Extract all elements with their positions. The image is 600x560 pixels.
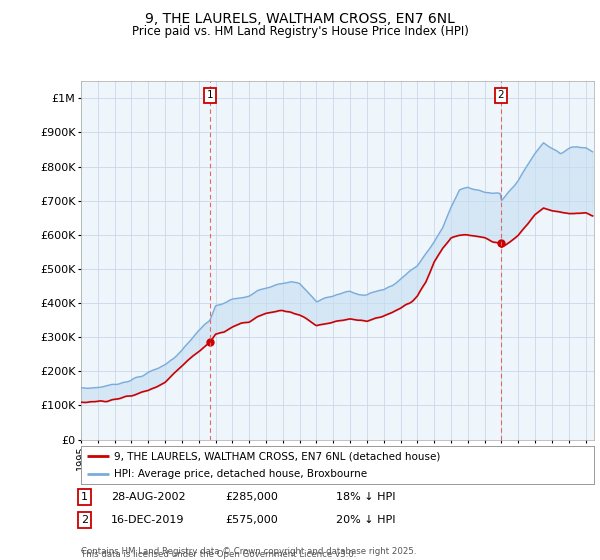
Text: 1: 1 xyxy=(81,492,88,502)
Text: £285,000: £285,000 xyxy=(225,492,278,502)
Text: 18% ↓ HPI: 18% ↓ HPI xyxy=(336,492,395,502)
Text: 9, THE LAURELS, WALTHAM CROSS, EN7 6NL: 9, THE LAURELS, WALTHAM CROSS, EN7 6NL xyxy=(145,12,455,26)
Text: 1: 1 xyxy=(206,90,213,100)
Text: 2: 2 xyxy=(497,90,504,100)
Text: This data is licensed under the Open Government Licence v3.0.: This data is licensed under the Open Gov… xyxy=(81,550,356,559)
Text: 20% ↓ HPI: 20% ↓ HPI xyxy=(336,515,395,525)
Text: HPI: Average price, detached house, Broxbourne: HPI: Average price, detached house, Brox… xyxy=(115,469,367,479)
Text: 9, THE LAURELS, WALTHAM CROSS, EN7 6NL (detached house): 9, THE LAURELS, WALTHAM CROSS, EN7 6NL (… xyxy=(115,451,441,461)
Text: 2: 2 xyxy=(81,515,88,525)
Text: £575,000: £575,000 xyxy=(225,515,278,525)
Text: Contains HM Land Registry data © Crown copyright and database right 2025.: Contains HM Land Registry data © Crown c… xyxy=(81,547,416,556)
Text: 16-DEC-2019: 16-DEC-2019 xyxy=(111,515,185,525)
Text: Price paid vs. HM Land Registry's House Price Index (HPI): Price paid vs. HM Land Registry's House … xyxy=(131,25,469,38)
Text: 28-AUG-2002: 28-AUG-2002 xyxy=(111,492,185,502)
